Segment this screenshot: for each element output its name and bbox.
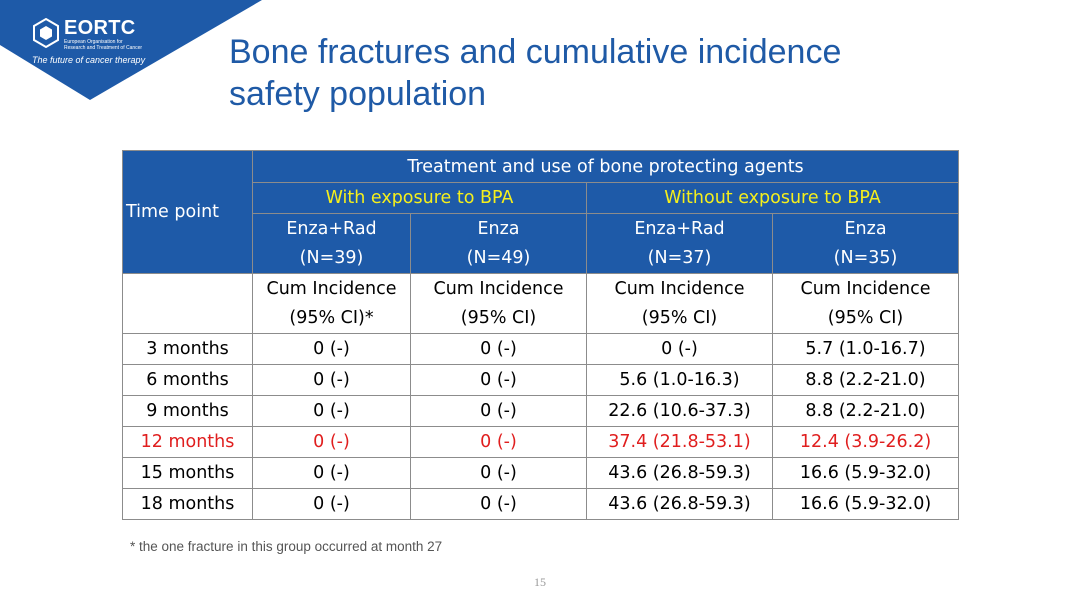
ci-label: (95% CI)* — [289, 307, 374, 328]
arm-header: Enza+Rad (N=39) — [252, 213, 411, 274]
time-cell: 15 months — [122, 457, 253, 489]
value-cell: 0 (-) — [410, 426, 587, 458]
value-cell: 22.6 (10.6-37.3) — [586, 395, 773, 427]
table-row: 9 months 0 (-) 0 (-) 22.6 (10.6-37.3) 8.… — [122, 395, 960, 427]
table-row: 6 months 0 (-) 0 (-) 5.6 (1.0-16.3) 8.8 … — [122, 364, 960, 396]
value-cell: 5.6 (1.0-16.3) — [586, 364, 773, 396]
measure-cell: Cum Incidence (95% CI) — [586, 273, 773, 334]
table-header-row: Time point Treatment and use of bone pro… — [122, 150, 960, 274]
slide-title-line-2: safety population — [229, 75, 487, 113]
measure-cell: Cum Incidence (95% CI) — [771, 273, 960, 334]
footnote: * the one fracture in this group occurre… — [130, 539, 443, 554]
ci-label: (95% CI) — [641, 307, 718, 328]
value-cell: 0 (-) — [410, 333, 587, 365]
value-cell: 8.8 (2.2-21.0) — [771, 395, 960, 427]
empty-cell — [122, 273, 253, 334]
arm-n: (N=35) — [833, 247, 898, 268]
value-cell: 5.7 (1.0-16.7) — [771, 333, 960, 365]
value-cell: 0 (-) — [410, 488, 587, 520]
ci-label: (95% CI) — [827, 307, 904, 328]
corner-banner — [0, 0, 262, 100]
value-cell: 0 (-) — [410, 395, 587, 427]
value-cell: 43.6 (26.8-59.3) — [586, 457, 773, 489]
measure-label: Cum Incidence — [433, 278, 564, 299]
value-cell: 0 (-) — [252, 457, 411, 489]
time-cell: 9 months — [122, 395, 253, 427]
arm-n: (N=39) — [299, 247, 364, 268]
ci-label: (95% CI) — [460, 307, 537, 328]
without-bpa-header: Without exposure to BPA — [585, 182, 960, 214]
slide-title: Bone fractures and cumulative incidence … — [229, 31, 1009, 115]
measure-label: Cum Incidence — [614, 278, 745, 299]
value-cell: 0 (-) — [252, 395, 411, 427]
arm-name: Enza+Rad — [634, 218, 725, 239]
eortc-logo: EORTC European Organisation for Research… — [30, 14, 190, 70]
table-header-row: With exposure to BPA Without exposure to… — [123, 182, 960, 214]
time-point-header: Time point — [122, 150, 253, 274]
table-row: 3 months 0 (-) 0 (-) 0 (-) 5.7 (1.0-16.7… — [122, 333, 960, 365]
table-row: 18 months 0 (-) 0 (-) 43.6 (26.8-59.3) 1… — [122, 488, 960, 520]
value-cell: 0 (-) — [586, 333, 773, 365]
value-cell: 0 (-) — [252, 333, 411, 365]
value-cell: 8.8 (2.2-21.0) — [771, 364, 960, 396]
value-cell: 0 (-) — [252, 364, 411, 396]
table-row: 15 months 0 (-) 0 (-) 43.6 (26.8-59.3) 1… — [122, 457, 960, 489]
logo-tagline: The future of cancer therapy — [32, 55, 146, 65]
value-cell: 37.4 (21.8-53.1) — [586, 426, 773, 458]
treatment-group-header: Treatment and use of bone protecting age… — [251, 150, 960, 183]
logo-subtitle: European Organisation for Research and T… — [64, 39, 143, 51]
measure-cell: Cum Incidence (95% CI)* — [252, 273, 411, 334]
eortc-logo-mark-icon — [33, 18, 59, 48]
with-bpa-header: With exposure to BPA — [252, 182, 587, 214]
value-cell: 16.6 (5.9-32.0) — [771, 488, 960, 520]
fracture-incidence-table: Time point Treatment and use of bone pro… — [122, 150, 960, 520]
arm-name: Enza — [844, 218, 887, 239]
arm-header: Enza+Rad (N=37) — [586, 213, 773, 274]
time-cell: 3 months — [122, 333, 253, 365]
value-cell: 43.6 (26.8-59.3) — [586, 488, 773, 520]
value-cell: 0 (-) — [410, 457, 587, 489]
time-cell: 18 months — [122, 488, 253, 520]
page-number: 15 — [534, 575, 546, 589]
value-cell: 12.4 (3.9-26.2) — [771, 426, 960, 458]
table-row-highlighted: 12 months 0 (-) 0 (-) 37.4 (21.8-53.1) 1… — [122, 426, 960, 458]
value-cell: 0 (-) — [410, 364, 587, 396]
value-cell: 0 (-) — [252, 426, 411, 458]
measure-label: Cum Incidence — [266, 278, 397, 299]
arm-header: Enza (N=35) — [771, 213, 960, 274]
measure-cell: Cum Incidence (95% CI) — [410, 273, 587, 334]
slide-title-line-1: Bone fractures and cumulative incidence — [229, 33, 842, 71]
value-cell: 16.6 (5.9-32.0) — [771, 457, 960, 489]
value-cell: 0 (-) — [252, 488, 411, 520]
arm-n: (N=37) — [647, 247, 712, 268]
arm-n: (N=49) — [466, 247, 531, 268]
measure-header-row: Cum Incidence (95% CI)* Cum Incidence (95%… — [122, 273, 960, 334]
time-cell: 12 months — [122, 426, 253, 458]
logo-wordmark: EORTC — [64, 17, 136, 39]
arm-name: Enza+Rad — [286, 218, 377, 239]
arm-header: Enza (N=49) — [410, 213, 587, 274]
arm-header-row: Enza+Rad (N=39) Enza (N=49) Enza+Rad (N=37)… — [123, 213, 960, 274]
measure-label: Cum Incidence — [800, 278, 931, 299]
arm-name: Enza — [477, 218, 520, 239]
time-cell: 6 months — [122, 364, 253, 396]
